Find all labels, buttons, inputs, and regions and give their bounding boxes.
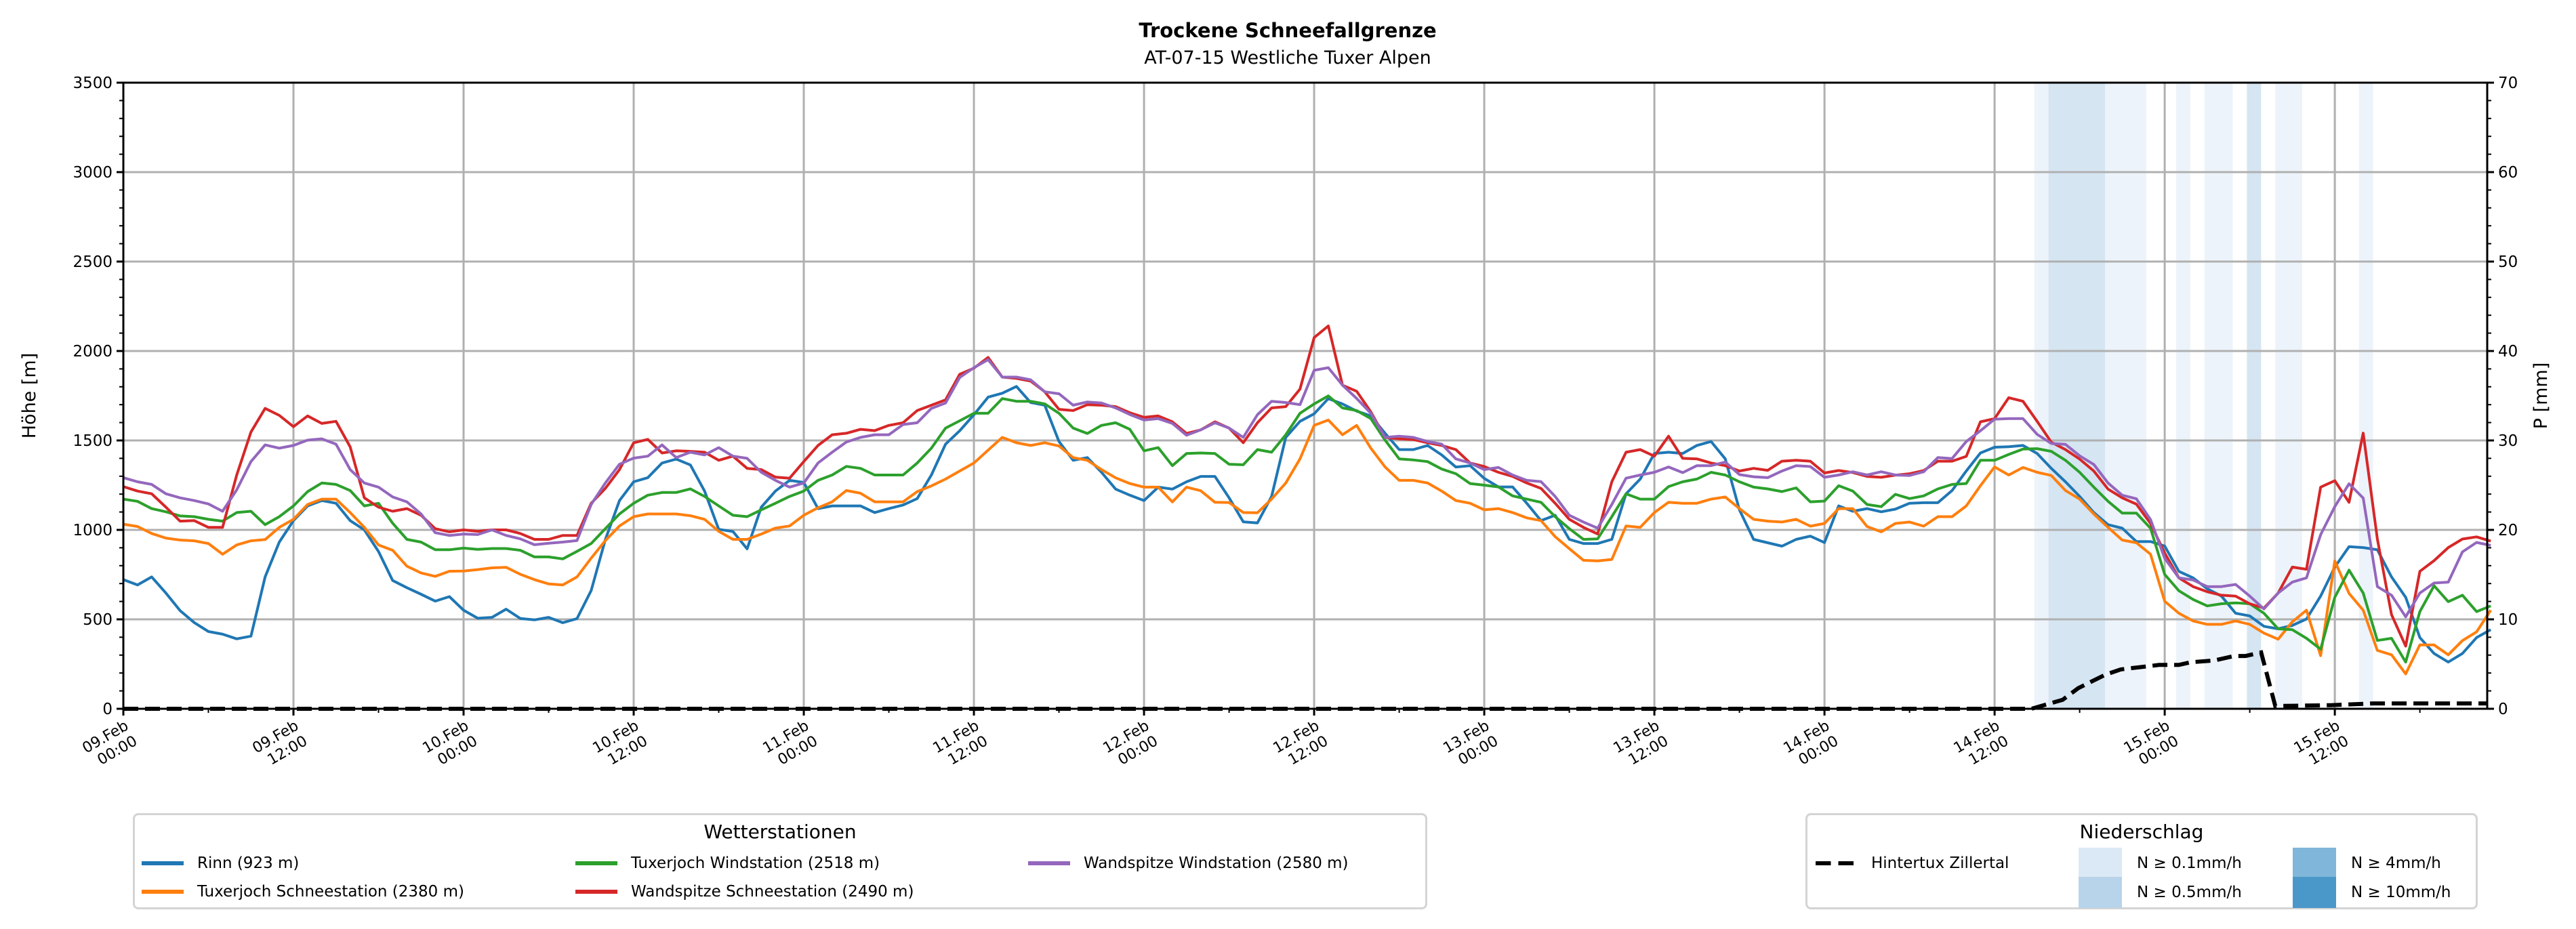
y2-tick-label: 40 [2498, 343, 2518, 360]
legend-label: N ≥ 10mm/h [2351, 884, 2451, 901]
precip-band [2034, 83, 2049, 709]
series-line-4 [123, 325, 2491, 648]
legend-label: Tuxerjoch Windstation (2518 m) [631, 854, 880, 872]
legend-label: Rinn (923 m) [197, 854, 300, 872]
precip-band [2358, 83, 2373, 709]
legend-stations: Wetterstationen Rinn (923 m) Tuxerjoch W… [133, 813, 1427, 909]
legend-label: Tuxerjoch Schneestation (2380 m) [197, 883, 464, 901]
y2-tick-label: 30 [2498, 432, 2518, 450]
legend-item-tuxerjoch-schnee: Tuxerjoch Schneestation (2380 m) [142, 882, 464, 902]
precip-band [2247, 83, 2262, 709]
chart-title: Trockene Schneefallgrenze [1139, 19, 1436, 42]
y-tick-label: 1000 [73, 522, 113, 539]
legend-line-swatch [575, 890, 617, 894]
legend-label: Wandspitze Schneestation (2490 m) [631, 883, 914, 901]
y2-tick-label: 70 [2498, 75, 2518, 92]
color-patch [2079, 877, 2122, 908]
precip-band [2048, 83, 2106, 709]
legend-item-precip-0-5: N ≥ 0.5mm/h [2079, 877, 2242, 908]
precip-line-group [123, 650, 2487, 711]
y-tick-label: 500 [83, 611, 113, 629]
legend-label: N ≥ 0.5mm/h [2137, 884, 2242, 901]
legend-item-precip-10: N ≥ 10mm/h [2293, 877, 2451, 908]
y-tick-label: 2000 [73, 343, 113, 360]
y-tick-label: 0 [102, 701, 113, 718]
legend-item-rinn: Rinn (923 m) [142, 853, 299, 873]
precip-band [2275, 83, 2303, 709]
series-lines [123, 325, 2492, 676]
series-line-2 [123, 418, 2492, 676]
y2-tick-label: 20 [2498, 522, 2518, 539]
axes: 0 500 1000 1500 2000 2500 3000 3500 0 10 20 30 40 50 6… [73, 75, 2518, 769]
dashed-line-swatch [1816, 861, 1854, 865]
legend-item-precip-0-1: N ≥ 0.1mm/h [2079, 848, 2242, 879]
legend-item-tuxerjoch-wind: Tuxerjoch Windstation (2518 m) [575, 853, 880, 873]
precip-band [2204, 83, 2233, 709]
y2-axis-label: P [mm] [2531, 363, 2552, 430]
legend-line-swatch [142, 861, 184, 865]
legend-label: Hintertux Zillertal [1871, 854, 2009, 872]
legend-label: N ≥ 0.1mm/h [2137, 854, 2242, 872]
legend-item-hintertux: Hintertux Zillertal [1816, 853, 2009, 873]
y-tick-label: 1500 [73, 432, 113, 450]
legend-label: N ≥ 4mm/h [2351, 854, 2441, 872]
color-patch [2293, 877, 2336, 908]
plot-frame [122, 81, 2489, 710]
legend-item-wandspitze-schnee: Wandspitze Schneestation (2490 m) [575, 882, 914, 902]
y2-tick-label: 60 [2498, 164, 2518, 182]
y2-tick-label: 50 [2498, 253, 2518, 271]
legend-precip: Niederschlag Hintertux Zillertal N ≥ 0.1… [1805, 813, 2478, 909]
legend-precip-title: Niederschlag [2079, 821, 2204, 843]
y-tick-label: 3500 [73, 75, 113, 92]
legend-item-wandspitze-wind: Wandspitze Windstation (2580 m) [1028, 853, 1349, 873]
chart-subtitle: AT-07-15 Westliche Tuxer Alpen [1144, 47, 1431, 68]
y2-tick-label: 10 [2498, 611, 2518, 629]
legend-stations-title: Wetterstationen [703, 821, 857, 843]
color-patch [2079, 848, 2122, 879]
precip-band [2105, 83, 2146, 709]
legend-item-precip-4: N ≥ 4mm/h [2293, 848, 2441, 879]
y-tick-label: 2500 [73, 253, 113, 271]
precip-band [2175, 83, 2190, 709]
series-line-5 [123, 358, 2491, 619]
y-axis-label: Höhe [m] [19, 353, 40, 439]
color-patch [2293, 848, 2336, 879]
series-line-3 [123, 394, 2491, 664]
y-tick-label: 3000 [73, 164, 113, 182]
legend-line-swatch [575, 861, 617, 865]
precip-line-hintertux [123, 650, 2487, 711]
legend-line-swatch [142, 890, 184, 894]
legend-line-swatch [1028, 861, 1070, 865]
y2-tick-label: 0 [2498, 701, 2508, 718]
legend-label: Wandspitze Windstation (2580 m) [1084, 854, 1349, 872]
precip-bands [2034, 83, 2373, 709]
